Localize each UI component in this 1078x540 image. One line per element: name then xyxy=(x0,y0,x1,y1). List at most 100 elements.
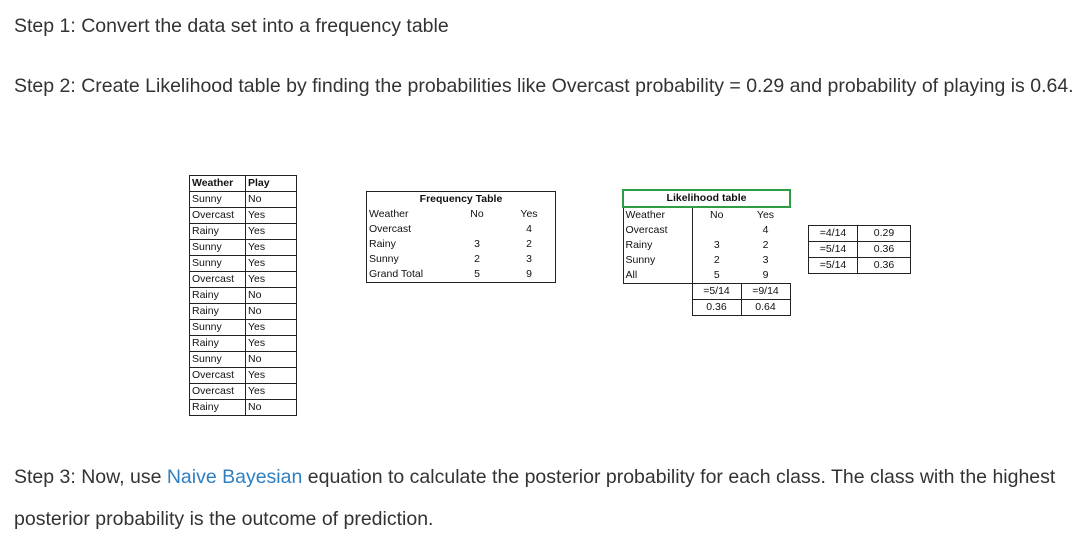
table-cell: 3 xyxy=(762,254,769,266)
table-cell: Yes xyxy=(245,239,297,256)
table-row: Weather Play xyxy=(189,175,297,192)
table-cell: Yes xyxy=(245,319,297,336)
table-header: Weather xyxy=(369,208,409,220)
table-cell: 5 xyxy=(713,269,720,281)
table-row: =4/14 0.29 xyxy=(808,225,911,242)
table-cell: Overcast xyxy=(189,207,246,224)
table-cell: Sunny xyxy=(189,351,246,368)
step-2-text: Step 2: Create Likelihood table by findi… xyxy=(14,75,1074,97)
table-header: No xyxy=(710,209,724,221)
table-cell: Rainy xyxy=(189,335,246,352)
table-cell: Yes xyxy=(245,271,297,288)
table-row: Sunny Yes xyxy=(189,255,297,272)
table-header: No xyxy=(470,208,484,220)
table-row: =5/14 =9/14 xyxy=(623,283,791,300)
table-cell: Sunny xyxy=(189,191,246,208)
table-cell: All xyxy=(622,268,693,284)
table-cell: No xyxy=(245,191,297,208)
table-row: Rainy Yes xyxy=(189,223,297,240)
table-cell: 0.64 xyxy=(740,299,791,316)
table-cell: 0.36 xyxy=(691,299,742,316)
table-cell: Rainy xyxy=(189,223,246,240)
table-cell: Sunny xyxy=(189,239,246,256)
table-cell: No xyxy=(245,351,297,368)
table-cell: Overcast xyxy=(189,367,246,384)
table-cell: No xyxy=(245,287,297,304)
table-row: Overcast Yes xyxy=(189,207,297,224)
table-row: Rainy Yes xyxy=(189,335,297,352)
table-cell: Rainy xyxy=(189,399,246,416)
table-cell: Yes xyxy=(245,207,297,224)
table-row: Sunny Yes xyxy=(189,319,297,336)
frequency-table: Frequency Table Weather No Yes Overcast … xyxy=(366,191,556,283)
table-row: 0.36 0.64 xyxy=(623,299,791,316)
step-1-text: Step 1: Convert the data set into a freq… xyxy=(14,15,449,37)
table-header: Weather xyxy=(622,207,693,223)
table-row: Overcast 4 xyxy=(367,222,556,237)
table-row: Sunny No xyxy=(189,351,297,368)
table-header: Yes xyxy=(520,208,538,220)
table-cell: Yes xyxy=(245,367,297,384)
table-header: Yes xyxy=(756,209,775,221)
table-cell: 2 xyxy=(713,254,720,266)
table-cell: =5/14 xyxy=(808,241,858,258)
table-cell: 9 xyxy=(526,268,532,280)
table-row: Rainy 3 2 xyxy=(367,237,556,252)
table-row: Overcast Yes xyxy=(189,271,297,288)
table-cell: Overcast xyxy=(369,223,412,235)
table-cell xyxy=(451,222,503,237)
table-header: Play xyxy=(245,175,297,192)
table-header: Weather xyxy=(189,175,246,192)
table-row: =5/14 0.36 xyxy=(808,257,911,274)
likelihood-table-title: Likelihood table xyxy=(622,189,791,208)
table-cell: =9/14 xyxy=(740,283,791,300)
table-row: Sunny Yes xyxy=(189,239,297,256)
table-cell: Rainy xyxy=(622,238,693,253)
table-row: Sunny 2 3 xyxy=(622,253,790,268)
table-row: Rainy 3 2 xyxy=(622,238,790,253)
table-row: Rainy No xyxy=(189,287,297,304)
table-cell: =5/14 xyxy=(808,257,858,274)
table-row: Sunny 2 3 xyxy=(367,252,556,267)
table-row: Sunny No xyxy=(189,191,297,208)
table-cell: 9 xyxy=(762,269,769,281)
table-row: All 5 9 xyxy=(622,268,790,284)
table-cell: Rainy xyxy=(189,287,246,304)
dataset-table: Weather Play Sunny No Overcast Yes Rainy Ye… xyxy=(189,175,297,416)
table-cell: 2 xyxy=(474,253,480,265)
step-3-text-before: Step 3: Now, use xyxy=(14,466,167,488)
table-cell: Overcast xyxy=(189,271,246,288)
table-row: Overcast 4 xyxy=(622,223,790,238)
table-row: =5/14 0.36 xyxy=(808,241,911,258)
table-cell: 0.36 xyxy=(857,257,911,274)
table-cell: 3 xyxy=(526,253,532,265)
table-cell: 4 xyxy=(526,223,532,235)
table-row: Likelihood table xyxy=(622,189,791,208)
table-cell: =5/14 xyxy=(691,283,742,300)
table-cell: Grand Total xyxy=(369,268,424,280)
table-cell: Sunny xyxy=(369,253,399,265)
table-cell: Yes xyxy=(245,255,297,272)
table-cell: No xyxy=(245,399,297,416)
table-cell: 0.29 xyxy=(857,225,911,242)
table-row: Weather No Yes xyxy=(367,207,556,222)
table-cell xyxy=(623,284,692,300)
table-row: Rainy No xyxy=(189,399,297,416)
step-3-text-after: equation to calculate the posterior prob… xyxy=(14,466,1056,530)
table-row: Frequency Table xyxy=(367,192,556,208)
naive-bayesian-link[interactable]: Naive Bayesian xyxy=(166,466,303,488)
table-cell: Overcast xyxy=(622,223,693,238)
table-cell: Yes xyxy=(245,223,297,240)
table-cell: 4 xyxy=(762,224,769,236)
table-row: Overcast Yes xyxy=(189,383,297,400)
table-cell: 3 xyxy=(713,239,720,251)
probability-table: =4/14 0.29 =5/14 0.36 =5/14 0.36 xyxy=(808,225,911,274)
table-cell: Sunny xyxy=(189,255,246,272)
table-cell: 0.36 xyxy=(857,241,911,258)
table-cell: No xyxy=(245,303,297,320)
table-cell: Sunny xyxy=(622,253,693,268)
likelihood-table: Likelihood table Weather No Yes Overcast… xyxy=(622,189,791,316)
table-row: Grand Total 5 9 xyxy=(367,267,556,283)
table-cell: 2 xyxy=(762,239,769,251)
table-cell: Yes xyxy=(245,335,297,352)
